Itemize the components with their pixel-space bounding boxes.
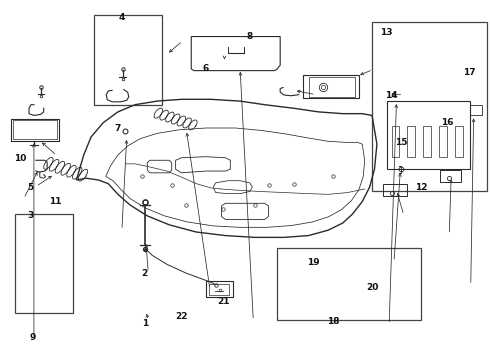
Text: 14: 14 (385, 91, 398, 100)
Text: 19: 19 (307, 258, 319, 267)
Text: 2: 2 (142, 269, 148, 278)
Bar (303, 75, 359, 98)
Text: 8: 8 (247, 32, 253, 41)
Text: 11: 11 (49, 197, 62, 206)
Text: 4: 4 (119, 13, 125, 22)
Text: 10: 10 (14, 154, 26, 163)
Text: 21: 21 (217, 297, 229, 306)
Bar (387, 101, 470, 169)
Bar (277, 248, 421, 320)
Bar (209, 284, 229, 295)
Bar (309, 77, 355, 97)
Bar (372, 22, 487, 191)
Text: 1: 1 (142, 319, 148, 328)
Bar (94, 15, 162, 105)
Text: 7: 7 (115, 123, 121, 132)
Text: 6: 6 (203, 64, 209, 73)
Bar (439, 126, 447, 157)
Bar (441, 170, 461, 182)
Text: 12: 12 (415, 183, 427, 192)
Text: 17: 17 (464, 68, 476, 77)
Text: 18: 18 (327, 317, 339, 326)
Bar (392, 126, 399, 157)
Text: 13: 13 (380, 28, 393, 37)
Bar (11, 119, 59, 140)
Text: 20: 20 (366, 283, 378, 292)
Bar (455, 126, 463, 157)
Text: 9: 9 (29, 333, 36, 342)
Bar (383, 184, 407, 196)
Text: 15: 15 (395, 138, 408, 147)
Bar (423, 126, 431, 157)
Bar (15, 214, 73, 313)
Bar (206, 282, 233, 297)
Text: 5: 5 (27, 183, 33, 192)
Bar (470, 105, 482, 116)
Bar (13, 121, 57, 139)
Bar (408, 126, 416, 157)
Text: 16: 16 (441, 118, 454, 127)
Text: 3: 3 (27, 211, 33, 220)
Text: 22: 22 (175, 312, 188, 321)
